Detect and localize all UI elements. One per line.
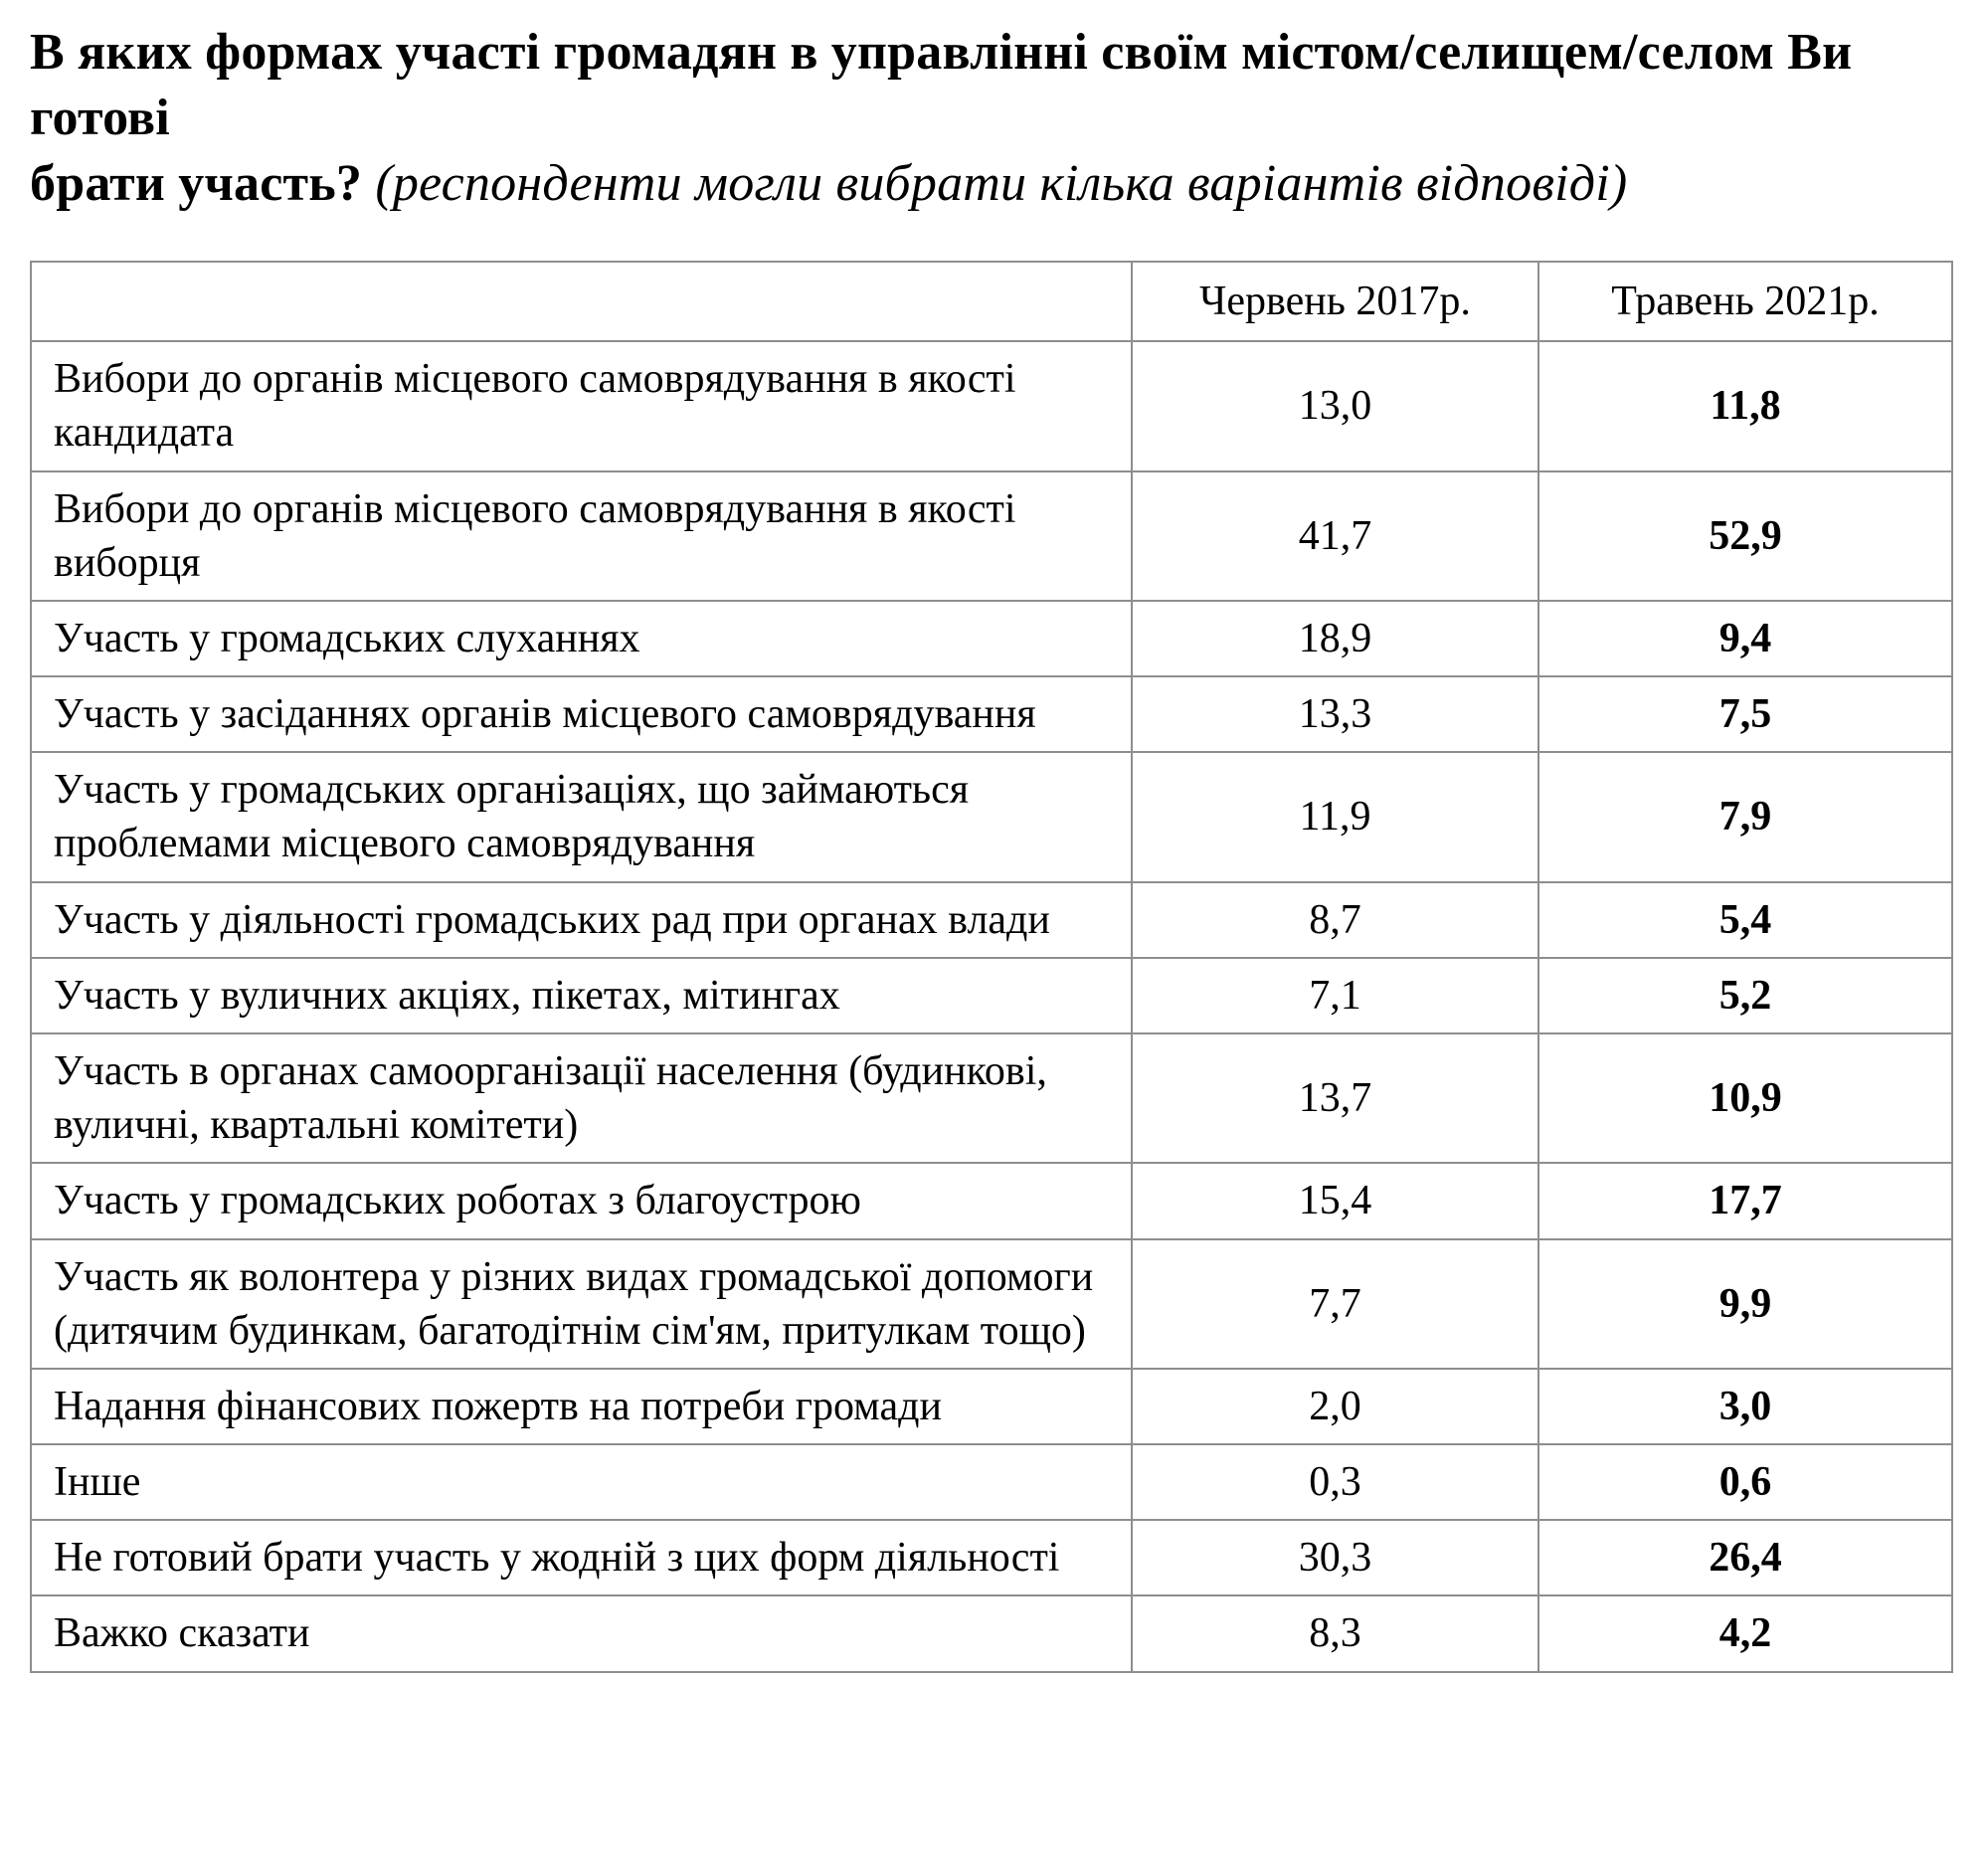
row-label: Участь у громадських роботах з благоустр…	[30, 1162, 1133, 1240]
row-label: Вибори до органів місцевого самоврядуван…	[30, 469, 1133, 602]
row-label: Надання фінансових пожертв на потреби гр…	[30, 1367, 1133, 1446]
table-row: Участь у громадських організаціях, що за…	[30, 751, 1953, 883]
value-2021: 17,7	[1537, 1162, 1953, 1240]
table-row: Участь у діяльності громадських рад при …	[30, 880, 1953, 959]
value-2017: 8,3	[1131, 1594, 1539, 1673]
value-2017: 13,0	[1131, 340, 1539, 472]
title-note: (респонденти могли вибрати кілька варіан…	[375, 155, 1628, 213]
value-2021: 5,2	[1537, 956, 1953, 1034]
row-label: Інше	[30, 1443, 1133, 1522]
value-2021: 11,8	[1537, 340, 1953, 472]
value-2021: 4,2	[1537, 1594, 1953, 1673]
table-row: Не готовий брати участь у жодній з цих ф…	[30, 1519, 1953, 1597]
table-row: Інше 0,3 0,6	[30, 1443, 1953, 1522]
value-2021: 7,5	[1537, 675, 1953, 754]
table-row: Участь як волонтера у різних видах грома…	[30, 1237, 1953, 1370]
value-2021: 52,9	[1537, 469, 1953, 602]
value-2017: 18,9	[1131, 599, 1539, 678]
table-row: Надання фінансових пожертв на потреби гр…	[30, 1367, 1953, 1446]
page: В яких формах участі громадян в управлін…	[30, 20, 1954, 1673]
table-row: Участь в органах самоорганізації населен…	[30, 1031, 1953, 1165]
value-2017: 13,3	[1131, 675, 1539, 754]
row-label: Важко сказати	[30, 1594, 1133, 1673]
value-2017: 0,3	[1131, 1443, 1539, 1522]
table-row: Вибори до органів місцевого самоврядуван…	[30, 469, 1953, 602]
row-label: Участь у громадських організаціях, що за…	[30, 751, 1133, 883]
row-label: Участь у діяльності громадських рад при …	[30, 880, 1133, 959]
row-label: Участь в органах самоорганізації населен…	[30, 1031, 1133, 1165]
title-line1: В яких формах участі громадян в управлін…	[30, 24, 1853, 147]
header-may-2021: Травень 2021р.	[1537, 261, 1953, 343]
table-row: Участь у засіданнях органів місцевого са…	[30, 675, 1953, 754]
value-2017: 8,7	[1131, 880, 1539, 959]
row-label: Вибори до органів місцевого самоврядуван…	[30, 340, 1133, 472]
header-empty-cell	[30, 261, 1133, 343]
value-2017: 41,7	[1131, 469, 1539, 602]
page-title: В яких формах участі громадян в управлін…	[30, 20, 1954, 217]
value-2021: 9,4	[1537, 599, 1953, 678]
value-2017: 2,0	[1131, 1367, 1539, 1446]
row-label: Участь у засіданнях органів місцевого са…	[30, 675, 1133, 754]
table-row: Участь у громадських слуханнях 18,9 9,4	[30, 599, 1953, 678]
value-2021: 10,9	[1537, 1031, 1953, 1165]
table-header-row: Червень 2017р. Травень 2021р.	[30, 261, 1953, 343]
value-2017: 7,7	[1131, 1237, 1539, 1370]
table-row: Важко сказати 8,3 4,2	[30, 1594, 1953, 1673]
value-2021: 5,4	[1537, 880, 1953, 959]
value-2021: 3,0	[1537, 1367, 1953, 1446]
value-2017: 13,7	[1131, 1031, 1539, 1165]
survey-table: Червень 2017р. Травень 2021р. Вибори до …	[30, 261, 1953, 1673]
row-label: Участь як волонтера у різних видах грома…	[30, 1237, 1133, 1370]
value-2017: 15,4	[1131, 1162, 1539, 1240]
header-june-2017: Червень 2017р.	[1131, 261, 1539, 343]
value-2021: 9,9	[1537, 1237, 1953, 1370]
value-2017: 30,3	[1131, 1519, 1539, 1597]
table-row: Участь у вуличних акціях, пікетах, мітин…	[30, 956, 1953, 1034]
title-line2-question: брати участь?	[30, 155, 363, 213]
value-2021: 7,9	[1537, 751, 1953, 883]
row-label: Не готовий брати участь у жодній з цих ф…	[30, 1519, 1133, 1597]
value-2021: 26,4	[1537, 1519, 1953, 1597]
table-row: Участь у громадських роботах з благоустр…	[30, 1162, 1953, 1240]
value-2021: 0,6	[1537, 1443, 1953, 1522]
row-label: Участь у громадських слуханнях	[30, 599, 1133, 678]
value-2017: 11,9	[1131, 751, 1539, 883]
table-row: Вибори до органів місцевого самоврядуван…	[30, 340, 1953, 472]
row-label: Участь у вуличних акціях, пікетах, мітин…	[30, 956, 1133, 1034]
value-2017: 7,1	[1131, 956, 1539, 1034]
